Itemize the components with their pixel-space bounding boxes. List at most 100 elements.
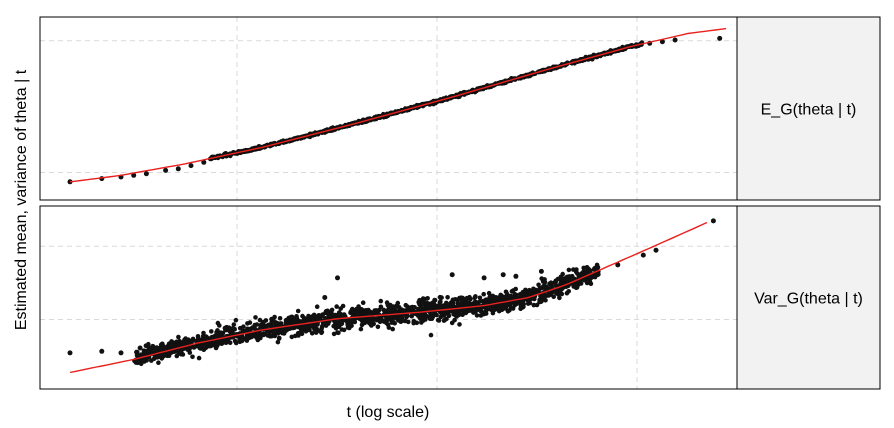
data-point xyxy=(335,312,341,318)
data-point xyxy=(417,297,422,303)
data-point xyxy=(557,295,562,301)
data-point xyxy=(444,300,449,306)
data-point xyxy=(362,320,368,326)
data-point xyxy=(581,269,586,274)
data-point xyxy=(220,340,226,345)
data-point xyxy=(226,325,232,331)
data-point xyxy=(538,268,544,274)
data-point xyxy=(189,339,194,344)
data-point xyxy=(159,354,164,360)
data-point xyxy=(420,307,426,312)
data-point xyxy=(224,337,230,343)
data-point xyxy=(309,331,315,336)
data-point xyxy=(215,320,221,326)
data-point xyxy=(530,291,536,297)
data-point xyxy=(182,337,188,343)
facet-panel-1: E_G(theta | t) xyxy=(39,16,881,201)
data-point xyxy=(277,316,283,321)
data-point xyxy=(573,282,578,288)
data-point xyxy=(337,318,342,324)
data-point xyxy=(547,281,552,287)
data-point xyxy=(464,295,470,301)
data-point xyxy=(543,298,548,303)
data-point xyxy=(551,294,556,300)
data-point xyxy=(253,315,258,320)
data-point xyxy=(500,272,506,278)
data-point xyxy=(385,302,391,308)
data-point xyxy=(460,312,465,318)
data-point xyxy=(558,288,563,293)
data-point xyxy=(492,307,498,313)
data-point xyxy=(536,282,541,288)
data-point xyxy=(294,316,300,322)
data-point xyxy=(232,338,238,344)
data-point xyxy=(137,345,143,351)
data-point xyxy=(176,342,181,348)
data-point xyxy=(439,295,444,300)
data-point xyxy=(242,328,247,334)
data-point xyxy=(423,313,429,319)
data-point xyxy=(331,314,337,320)
data-point xyxy=(335,275,340,281)
data-point xyxy=(228,331,234,336)
data-point xyxy=(427,316,433,322)
data-point xyxy=(582,277,587,283)
data-point xyxy=(566,289,571,294)
data-point xyxy=(457,322,462,327)
data-point xyxy=(260,320,266,326)
data-point xyxy=(536,288,541,294)
data-point xyxy=(319,330,324,336)
data-point xyxy=(373,308,379,313)
data-point xyxy=(255,337,261,343)
data-point xyxy=(403,302,409,308)
data-point xyxy=(474,313,480,318)
data-point xyxy=(276,336,282,341)
data-point xyxy=(496,298,501,304)
data-point xyxy=(575,271,580,276)
data-point xyxy=(219,331,224,337)
data-point xyxy=(272,314,277,320)
data-point xyxy=(334,304,340,309)
data-point xyxy=(449,272,455,278)
data-point xyxy=(385,322,391,328)
data-point xyxy=(411,320,417,326)
data-point xyxy=(553,289,558,294)
data-point xyxy=(672,37,678,43)
data-point xyxy=(312,322,317,327)
data-point xyxy=(358,326,364,332)
facet-strip-label: E_G(theta | t) xyxy=(761,102,857,119)
data-point xyxy=(451,312,457,317)
data-point xyxy=(437,302,442,307)
data-point xyxy=(508,293,514,299)
data-point xyxy=(513,273,519,279)
data-point xyxy=(473,309,478,314)
data-point xyxy=(307,323,313,328)
data-point xyxy=(352,310,358,316)
data-point xyxy=(525,301,531,306)
data-point xyxy=(350,306,355,312)
data-point xyxy=(531,302,537,308)
data-point xyxy=(558,280,563,286)
data-point xyxy=(538,293,543,299)
data-point xyxy=(390,319,396,325)
data-point xyxy=(456,312,461,318)
data-point xyxy=(325,308,330,314)
data-point xyxy=(223,327,228,333)
data-point xyxy=(295,330,301,336)
facet-strip xyxy=(736,16,881,201)
data-point xyxy=(546,292,552,297)
data-point xyxy=(285,327,290,332)
facet-strip xyxy=(736,205,881,390)
data-point xyxy=(594,262,600,268)
data-point xyxy=(169,340,175,346)
data-point xyxy=(493,295,499,300)
data-point xyxy=(133,359,138,365)
data-point xyxy=(281,331,287,336)
data-point xyxy=(584,265,590,270)
data-point xyxy=(233,317,239,323)
data-point xyxy=(313,330,319,335)
data-point xyxy=(503,295,508,300)
facet-strip-label: Var_G(theta | t) xyxy=(754,291,863,308)
data-point xyxy=(508,305,514,311)
data-point xyxy=(513,295,519,300)
